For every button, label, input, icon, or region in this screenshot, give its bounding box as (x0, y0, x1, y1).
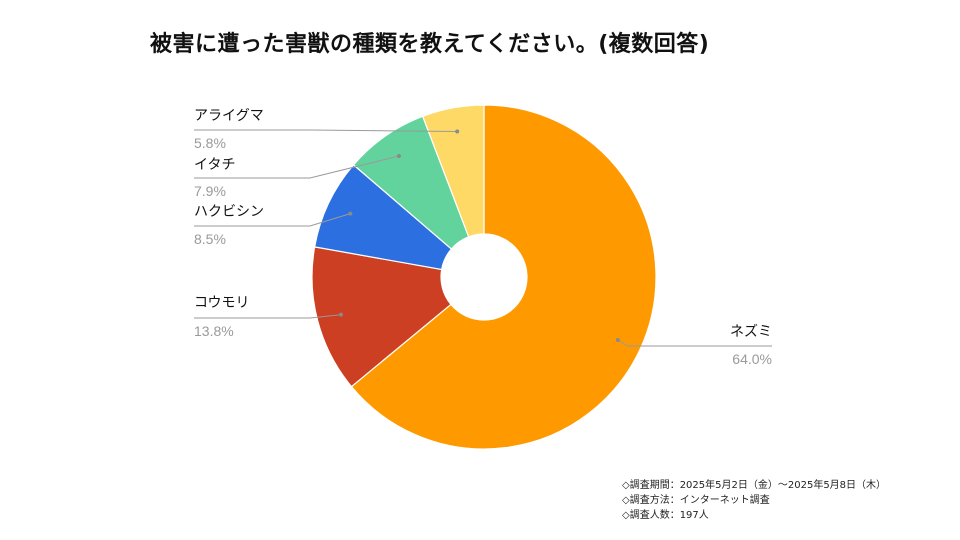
leader-dot-0 (615, 337, 620, 342)
slice-label-3: イタチ (194, 157, 235, 173)
leader-dot-2 (348, 211, 353, 216)
note-survey-period: ◇調査期間：2025年5月2日（金）～2025年5月8日（木） (622, 480, 887, 491)
slice-4 (421, 104, 485, 238)
chart-title: 被害に遭った害獣の種類を教えてください。(複数回答) (150, 32, 710, 57)
slice-label-2: ハクビシン (194, 204, 264, 220)
leader-dot-3 (396, 153, 401, 158)
slice-value-label-4: 5.8% (194, 135, 226, 151)
leader-dot-4 (455, 129, 460, 134)
leader-line-1 (194, 314, 342, 319)
note-survey-method: ◇調査方法：インターネット調査 (622, 495, 770, 506)
slice-value-label-0: 64.0% (732, 351, 772, 367)
leader-line-2 (194, 213, 351, 227)
slice-1 (311, 246, 452, 388)
leader-dot-1 (338, 312, 343, 317)
survey-notes: ◇調査期間：2025年5月2日（金）～2025年5月8日（木） ◇調査方法：イン… (622, 478, 886, 523)
slices-group (311, 104, 657, 450)
slice-label-1: コウモリ (194, 295, 249, 311)
leader-line-3 (194, 155, 400, 179)
slice-label-0: ネズミ (730, 324, 772, 340)
leader-line-4 (194, 129, 458, 133)
slice-0 (350, 104, 657, 450)
labels-group: ネズミ 64.0% コウモリ 13.8% ハクビシン 8.5% イタチ 7.9% アライグマ 5.… (194, 108, 772, 367)
slice-value-label-3: 7.9% (194, 183, 226, 199)
slice-value-label-1: 13.8% (194, 323, 234, 339)
note-survey-count: ◇調査人数：197人 (622, 510, 709, 521)
slice-label-4: アライグマ (194, 108, 264, 124)
leader-line-0 (617, 339, 772, 347)
slice-value-label-2: 8.5% (194, 231, 226, 247)
